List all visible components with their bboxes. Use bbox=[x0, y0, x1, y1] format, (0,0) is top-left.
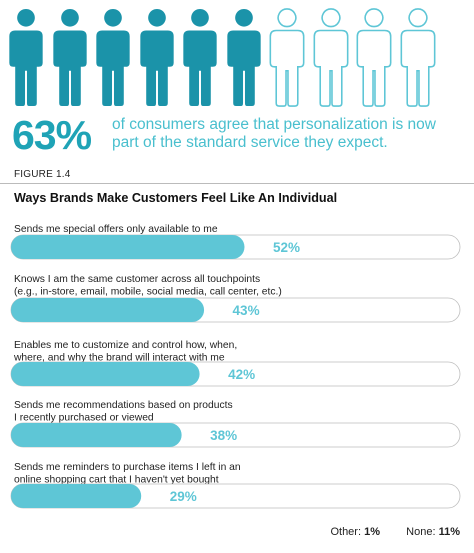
footer-none: None: 11% bbox=[406, 526, 460, 538]
person-icon bbox=[269, 8, 305, 107]
category-label: Sends me reminders to purchase items I l… bbox=[14, 462, 241, 473]
category-label: Sends me recommendations based on produc… bbox=[14, 400, 233, 411]
value-label: 52% bbox=[273, 240, 300, 255]
bar bbox=[11, 423, 182, 447]
value-label: 42% bbox=[228, 367, 255, 382]
person-icon bbox=[139, 8, 174, 107]
divider bbox=[0, 183, 474, 184]
person-icon bbox=[52, 8, 87, 107]
category-label: online shopping cart that I haven't yet … bbox=[14, 475, 219, 486]
person-icon bbox=[226, 8, 261, 107]
chart-title: Ways Brands Make Customers Feel Like An … bbox=[14, 191, 338, 205]
value-label: 29% bbox=[170, 489, 197, 504]
stat-description: of consumers agree that personalization … bbox=[112, 116, 436, 151]
other-label: Other: bbox=[330, 526, 362, 538]
person-icon bbox=[356, 8, 392, 107]
person-icon bbox=[400, 8, 435, 107]
category-label: Enables me to customize and control how,… bbox=[14, 340, 237, 351]
person-icon bbox=[96, 8, 130, 107]
people-graphic bbox=[8, 6, 468, 116]
figure-label: FIGURE 1.4 bbox=[14, 169, 71, 180]
value-label: 43% bbox=[233, 303, 260, 318]
value-label: 38% bbox=[210, 428, 237, 443]
person-icon bbox=[313, 8, 348, 107]
bar bbox=[11, 484, 142, 508]
bar bbox=[11, 298, 205, 322]
none-label: None: bbox=[406, 526, 436, 538]
person-icon bbox=[183, 8, 217, 107]
category-label: Sends me special offers only available t… bbox=[14, 224, 218, 235]
none-value: 11% bbox=[438, 526, 460, 538]
category-label: (e.g., in-store, email, mobile, social m… bbox=[14, 287, 282, 298]
other-value: 1% bbox=[364, 526, 380, 538]
bar bbox=[11, 235, 245, 259]
footer-other: Other: 1% bbox=[330, 526, 380, 538]
category-label: where, and why the brand will interact w… bbox=[13, 353, 225, 364]
stat-percentage: 63% bbox=[12, 112, 92, 158]
person-icon bbox=[9, 8, 43, 107]
bar bbox=[11, 362, 200, 386]
category-label: Knows I am the same customer across all … bbox=[14, 274, 260, 285]
footer-note: Other: 1% None: 11% bbox=[0, 526, 460, 542]
category-label: I recently purchased or viewed bbox=[14, 413, 154, 424]
stat-callout: 63% of consumers agree that personalizat… bbox=[12, 112, 467, 162]
